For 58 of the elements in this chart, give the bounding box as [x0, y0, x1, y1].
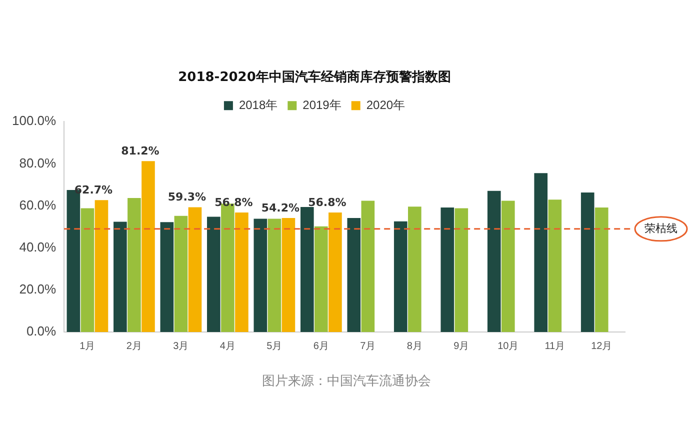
x-tick-label: 8月 [406, 340, 422, 352]
y-tick-label: 80.0% [19, 155, 57, 170]
bar [254, 218, 268, 332]
bar [207, 216, 220, 332]
x-tick-label: 11月 [544, 340, 566, 352]
legend-label: 2019年 [302, 98, 342, 112]
x-tick-label: 1月 [80, 340, 96, 352]
bar [361, 200, 375, 332]
y-tick-label: 40.0% [19, 239, 57, 254]
bar [188, 207, 202, 332]
x-tick-label: 6月 [313, 340, 329, 352]
x-tick-label: 3月 [173, 340, 189, 352]
x-tick-label: 7月 [360, 340, 376, 352]
y-tick-label: 100.0% [12, 113, 57, 128]
bar [328, 212, 342, 332]
data-label: 81.2% [121, 144, 160, 158]
x-tick-label: 5月 [266, 340, 282, 352]
y-tick-label: 60.0% [19, 197, 57, 212]
bar [80, 208, 94, 332]
bar [347, 218, 361, 332]
ref-line-label: 荣枯线 [644, 222, 678, 235]
bar [94, 200, 108, 332]
bar [235, 212, 248, 332]
bar [282, 218, 296, 332]
bar [268, 218, 282, 332]
y-tick-label: 20.0% [19, 282, 57, 296]
bar [300, 207, 314, 332]
bar [454, 208, 468, 332]
legend-label: 2020年 [366, 98, 406, 112]
data-label: 59.3% [168, 190, 206, 204]
bar [594, 207, 608, 332]
legend-label: 2018年 [238, 98, 278, 112]
bar [440, 207, 454, 332]
x-tick-label: 4月 [220, 340, 236, 352]
chart-title: 2018-2020年中国汽车经销商库存预警指数图 [178, 69, 451, 86]
x-tick-label: 2月 [126, 340, 142, 352]
bar [314, 226, 328, 332]
data-label: 56.8% [308, 196, 346, 209]
data-label: 54.2% [261, 201, 300, 214]
bar [408, 206, 422, 332]
bar [174, 216, 188, 332]
bar [501, 200, 515, 332]
x-tick-label: 12月 [591, 340, 612, 352]
data-label: 62.7% [74, 183, 113, 196]
bar [114, 222, 127, 332]
x-tick-label: 9月 [454, 340, 470, 352]
bar [128, 198, 141, 332]
text: 图片来源：中国汽车流通协会 [261, 373, 432, 390]
bar [580, 192, 594, 332]
bar [394, 221, 408, 332]
bar [534, 173, 548, 332]
data-label: 56.8% [214, 196, 253, 209]
bar [142, 161, 155, 332]
y-tick-label: 0.0% [26, 324, 57, 339]
bar [487, 190, 501, 332]
bar [548, 200, 562, 332]
x-tick-label: 10月 [498, 340, 519, 352]
bar [160, 222, 174, 332]
